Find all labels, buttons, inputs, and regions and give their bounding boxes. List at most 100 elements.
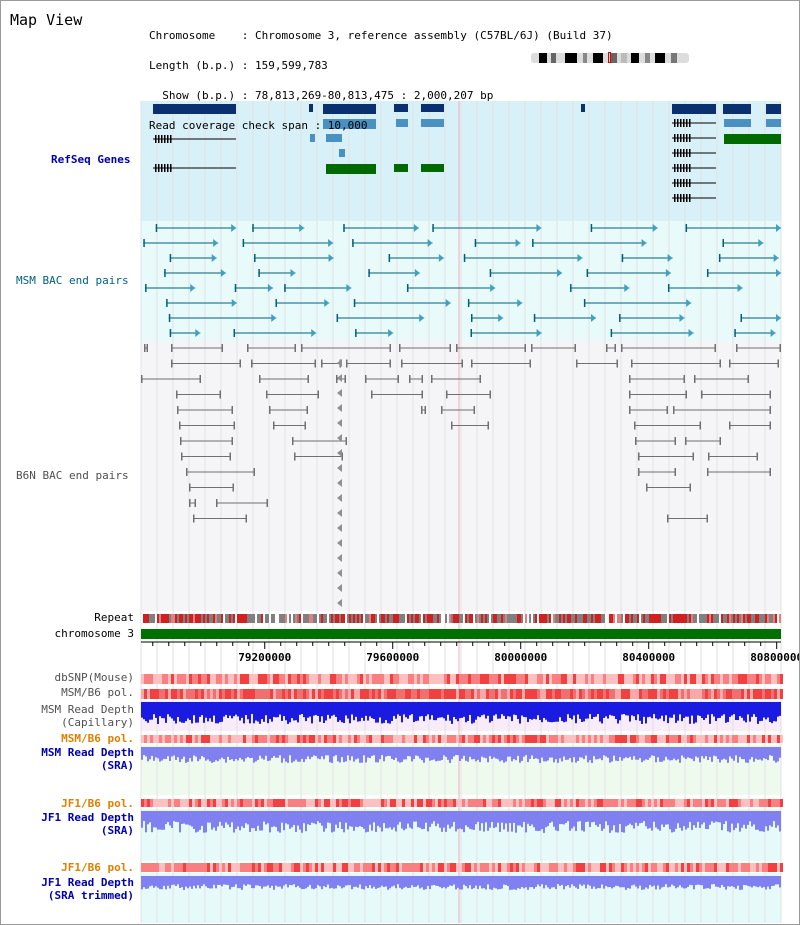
repeat-mark (447, 614, 449, 623)
repeat-mark (455, 614, 457, 623)
polymorphism-mark (246, 674, 249, 684)
read-depth-bar (593, 702, 595, 718)
polymorphism-mark (429, 863, 432, 872)
read-depth-bar (293, 811, 295, 826)
polymorphism-mark (597, 799, 600, 807)
read-depth-bar (193, 747, 195, 756)
polymorphism-mark (195, 735, 198, 743)
read-depth-bar (737, 702, 739, 721)
polymorphism-mark (534, 799, 537, 807)
repeat-mark (611, 614, 613, 623)
read-depth-bar (701, 876, 703, 886)
polymorphism-mark (228, 863, 231, 872)
read-depth-bar (141, 702, 143, 718)
polymorphism-mark (561, 674, 564, 684)
track-label-msm-bac[interactable]: MSM BAC end pairs (16, 274, 129, 287)
repeat-mark (333, 614, 335, 623)
refseq-exon (674, 119, 676, 127)
polymorphism-mark (345, 674, 348, 684)
read-depth-bar (637, 876, 639, 889)
read-depth-bar (615, 702, 617, 720)
repeat-mark (553, 614, 555, 623)
polymorphism-mark (606, 735, 609, 743)
polymorphism-mark (750, 674, 753, 684)
repeat-mark (477, 614, 479, 623)
read-depth-bar (603, 811, 605, 829)
read-depth-bar (369, 811, 371, 825)
msm-bac-arrow (490, 284, 496, 292)
repeat-mark (547, 614, 549, 623)
b6n-bac-end (708, 452, 710, 461)
read-depth-bar (765, 747, 767, 759)
b6n-bac-end (699, 421, 701, 430)
polymorphism-mark (447, 735, 450, 743)
polymorphism-mark (435, 863, 438, 872)
msm-bac-end (734, 329, 736, 337)
repeat-mark (517, 614, 519, 623)
polymorphism-mark (561, 735, 564, 743)
repeat-mark (495, 614, 497, 623)
read-depth-bar (521, 876, 523, 888)
polymorphism-mark (474, 735, 477, 743)
polymorphism-mark (318, 863, 321, 872)
msm-bac-arrow (686, 299, 692, 307)
polymorphism-mark (207, 863, 210, 872)
read-depth-bar (191, 702, 193, 724)
polymorphism-mark (540, 863, 543, 872)
polymorphism-mark (174, 863, 177, 872)
refseq-exon (161, 135, 163, 143)
read-depth-bar (455, 702, 457, 720)
read-depth-bar (307, 811, 309, 825)
polymorphism-mark (150, 863, 153, 872)
polymorphism-mark (564, 674, 567, 684)
b6n-bac-end (401, 359, 403, 368)
read-depth-bar (595, 876, 597, 889)
read-depth-bar (649, 811, 651, 828)
read-depth-bar (733, 876, 735, 888)
polymorphism-mark (213, 674, 216, 684)
read-depth-bar (457, 747, 459, 756)
read-depth-bar (733, 747, 735, 761)
polymorphism-mark (510, 689, 513, 699)
read-depth-bar (447, 811, 449, 825)
polymorphism-mark (630, 689, 633, 699)
repeat-mark (315, 614, 317, 623)
read-depth-bar (437, 811, 439, 824)
polymorphism-mark (645, 735, 648, 743)
polymorphism-mark (597, 735, 600, 743)
polymorphism-mark (399, 689, 402, 699)
b6n-bac-end (233, 421, 235, 430)
polymorphism-mark (780, 863, 783, 872)
read-depth-bar (207, 747, 209, 760)
repeat-mark (721, 614, 723, 623)
track-label-refseq[interactable]: RefSeq Genes (51, 153, 131, 166)
read-depth-bar (515, 876, 517, 890)
read-depth-bar (725, 811, 727, 822)
read-depth-bar (531, 876, 533, 888)
read-depth-bar (777, 876, 779, 885)
polymorphism-mark (678, 735, 681, 743)
polymorphism-mark (426, 735, 429, 743)
track-label-b6n-bac[interactable]: B6N BAC end pairs (16, 469, 129, 482)
refseq-exon (686, 194, 688, 202)
read-depth-bar (275, 702, 277, 718)
polymorphism-mark (300, 689, 303, 699)
msm-bac-end (168, 314, 171, 322)
read-depth-bar (585, 702, 587, 719)
read-depth-bar (565, 702, 567, 722)
polymorphism-mark (420, 799, 423, 807)
read-depth-bar (151, 702, 153, 720)
msm-bac-arrow (324, 299, 330, 307)
polymorphism-mark (147, 674, 150, 684)
polymorphism-mark (327, 674, 330, 684)
polymorphism-mark (612, 799, 615, 807)
polymorphism-mark (576, 674, 579, 684)
polymorphism-mark (294, 674, 297, 684)
repeat-mark (209, 614, 211, 623)
polymorphism-mark (600, 735, 603, 743)
read-depth-bar (679, 811, 681, 828)
read-depth-bar (343, 811, 345, 833)
read-depth-bar (761, 747, 763, 761)
polymorphism-mark (723, 799, 726, 807)
